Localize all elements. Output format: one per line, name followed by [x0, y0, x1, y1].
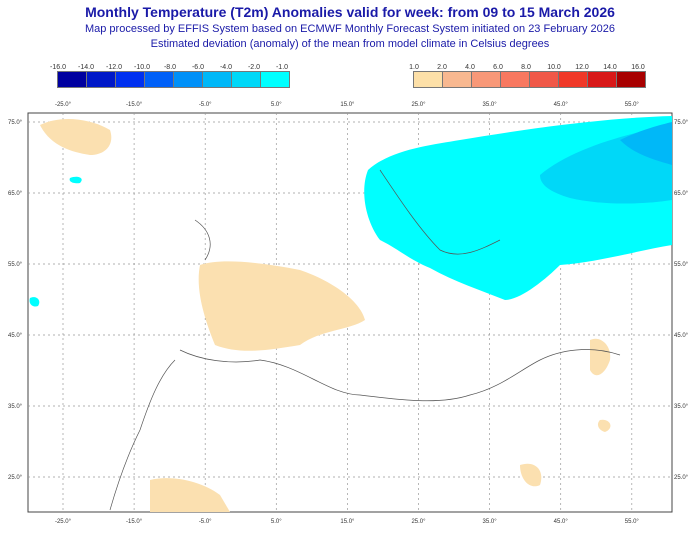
longitude-label: -25.0° — [55, 102, 72, 108]
legend-swatch — [616, 71, 646, 88]
cold-anomaly-areas — [29, 116, 672, 307]
legend-tick-label: 4.0 — [465, 64, 475, 71]
legend-tick-label: -1.0 — [275, 64, 289, 71]
latitude-label: 75.0° — [674, 120, 689, 126]
longitude-label: -15.0° — [126, 519, 143, 525]
latitude-label: 55.0° — [8, 262, 23, 268]
latitude-label: 35.0° — [674, 404, 689, 410]
longitude-label: -15.0° — [126, 102, 143, 108]
legend-tick-label: 12.0 — [575, 64, 589, 71]
longitude-label: 15.0° — [340, 102, 355, 108]
latitude-label: 55.0° — [674, 262, 689, 268]
latitude-labels: 75.0° 75.0° 65.0° 65.0° 55.0° 55.0° 45.0° 45.0°… — [8, 120, 689, 481]
legend-tick-label: -6.0 — [191, 64, 205, 71]
legend-tick-label: 2.0 — [437, 64, 447, 71]
longitude-label: 25.0° — [411, 102, 426, 108]
latitude-label: 65.0° — [8, 191, 23, 197]
longitude-label: 45.0° — [554, 102, 569, 108]
latitude-label: 45.0° — [8, 333, 23, 339]
longitude-label: 15.0° — [340, 519, 355, 525]
longitude-label: 35.0° — [483, 519, 498, 525]
longitude-labels: -25.0° -25.0° -15.0° -15.0° -5.0° -5.0° 5.0° 5.… — [55, 102, 639, 525]
map-subtitle-processing: Map processed by EFFIS System based on E… — [84, 23, 616, 35]
latitude-label: 25.0° — [8, 475, 23, 481]
legend-tick-label: -8.0 — [163, 64, 177, 71]
map-subtitle-description: Estimated deviation (anomaly) of the mea… — [150, 38, 550, 50]
legend-tick-label: -10.0 — [134, 64, 150, 71]
legend-tick-label: 16.0 — [631, 64, 645, 71]
latitude-label: 75.0° — [8, 120, 23, 126]
legend-tick-label: -16.0 — [50, 64, 66, 71]
legend-tick-label: 14.0 — [603, 64, 617, 71]
map-title: Monthly Temperature (T2m) Anomalies vali… — [85, 4, 615, 20]
longitude-label: 35.0° — [483, 102, 498, 108]
latitude-label: 25.0° — [674, 475, 689, 481]
longitude-label: -5.0° — [199, 519, 212, 525]
longitude-label: -5.0° — [199, 102, 212, 108]
longitude-label: 25.0° — [411, 519, 426, 525]
legend-tick-label: 10.0 — [547, 64, 561, 71]
legend-tick-label: -14.0 — [78, 64, 94, 71]
legend-tick-label: -12.0 — [106, 64, 122, 71]
warm-anomaly-areas — [40, 118, 611, 512]
legend-tick-label: 6.0 — [493, 64, 503, 71]
legend-swatch — [260, 71, 290, 88]
longitude-label: 5.0° — [271, 519, 282, 525]
legend-tick-label: 1.0 — [409, 64, 419, 71]
longitude-label: 55.0° — [625, 102, 640, 108]
longitude-label: 45.0° — [554, 519, 569, 525]
latitude-label: 65.0° — [674, 191, 689, 197]
latitude-label: 45.0° — [674, 333, 689, 339]
longitude-label: -25.0° — [55, 519, 72, 525]
longitude-label: 55.0° — [625, 519, 640, 525]
longitude-label: 5.0° — [271, 102, 282, 108]
cold-anomaly-legend — [57, 71, 290, 88]
legend-tick-label: -2.0 — [247, 64, 261, 71]
legend-tick-label: 8.0 — [521, 64, 531, 71]
latitude-label: 35.0° — [8, 404, 23, 410]
coastlines-borders — [109, 169, 621, 511]
warm-anomaly-legend — [413, 71, 646, 88]
legend-tick-label: -4.0 — [219, 64, 233, 71]
